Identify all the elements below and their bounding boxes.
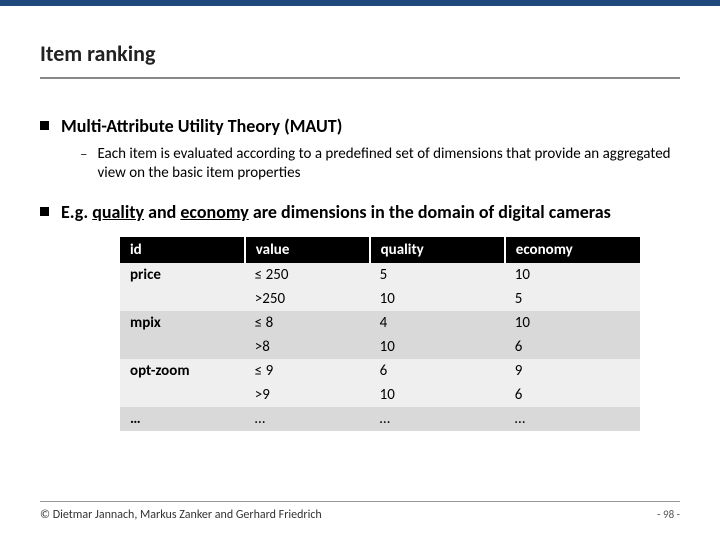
cell-id: mpix (120, 311, 245, 335)
bullet-maut-text: Multi-Attribute Utility Theory (MAUT) (61, 115, 342, 137)
table-header-row: id value quality economy (120, 237, 640, 263)
table-row: >8 10 6 (120, 335, 640, 359)
underline-economy: economy (180, 201, 248, 223)
bullet-example-mid: and (144, 201, 180, 223)
cell-economy: 10 (505, 311, 640, 335)
content-area: Multi-Attribute Utility Theory (MAUT) – … (40, 115, 680, 431)
slide: Item ranking Multi-Attribute Utility The… (0, 0, 720, 540)
cell-quality: 5 (370, 263, 505, 287)
cell-value: ≤ 250 (245, 263, 370, 287)
page-number: - 98 - (657, 508, 680, 522)
top-strip (0, 0, 720, 6)
square-bullet-icon (40, 207, 49, 216)
cell-economy: 10 (505, 263, 640, 287)
maut-table-wrap: id value quality economy price ≤ 250 5 1… (120, 237, 640, 431)
cell-id (120, 335, 245, 359)
cell-quality: 10 (370, 383, 505, 407)
cell-quality: 6 (370, 359, 505, 383)
cell-value: >250 (245, 287, 370, 311)
cell-economy: … (505, 407, 640, 431)
underline-quality: quality (92, 201, 144, 223)
cell-quality: 10 (370, 287, 505, 311)
bullet-example: E.g. quality and economy are dimensions … (40, 201, 680, 223)
bullet-maut-sub-text: Each item is evaluated according to a pr… (97, 145, 680, 183)
bullet-example-suffix: are dimensions in the domain of digital … (249, 201, 611, 223)
cell-id: price (120, 263, 245, 287)
page-title: Item ranking (40, 40, 680, 79)
bullet-example-text: E.g. quality and economy are dimensions … (61, 201, 611, 223)
cell-economy: 5 (505, 287, 640, 311)
cell-quality: 10 (370, 335, 505, 359)
cell-quality: 4 (370, 311, 505, 335)
cell-id: opt-zoom (120, 359, 245, 383)
cell-value: >9 (245, 383, 370, 407)
maut-table: id value quality economy price ≤ 250 5 1… (120, 237, 640, 431)
cell-quality: … (370, 407, 505, 431)
cell-economy: 6 (505, 383, 640, 407)
cell-value: ≤ 9 (245, 359, 370, 383)
cell-id (120, 383, 245, 407)
cell-id: … (120, 407, 245, 431)
footer: © Dietmar Jannach, Markus Zanker and Ger… (40, 501, 680, 522)
cell-economy: 6 (505, 335, 640, 359)
table-row: opt-zoom ≤ 9 6 9 (120, 359, 640, 383)
cell-id (120, 287, 245, 311)
cell-value: ≤ 8 (245, 311, 370, 335)
th-id: id (120, 237, 245, 263)
bullet-maut-sub: – Each item is evaluated according to a … (80, 145, 680, 183)
cell-value: >8 (245, 335, 370, 359)
table-row: price ≤ 250 5 10 (120, 263, 640, 287)
bullet-maut: Multi-Attribute Utility Theory (MAUT) (40, 115, 680, 137)
cell-economy: 9 (505, 359, 640, 383)
table-row: mpix ≤ 8 4 10 (120, 311, 640, 335)
copyright-text: © Dietmar Jannach, Markus Zanker and Ger… (40, 508, 322, 522)
cell-value: … (245, 407, 370, 431)
table-row: … … … … (120, 407, 640, 431)
square-bullet-icon (40, 121, 49, 130)
dash-bullet-icon: – (80, 146, 87, 183)
th-quality: quality (370, 237, 505, 263)
th-economy: economy (505, 237, 640, 263)
table-row: >9 10 6 (120, 383, 640, 407)
bullet-example-prefix: E.g. (61, 201, 92, 223)
th-value: value (245, 237, 370, 263)
table-row: >250 10 5 (120, 287, 640, 311)
